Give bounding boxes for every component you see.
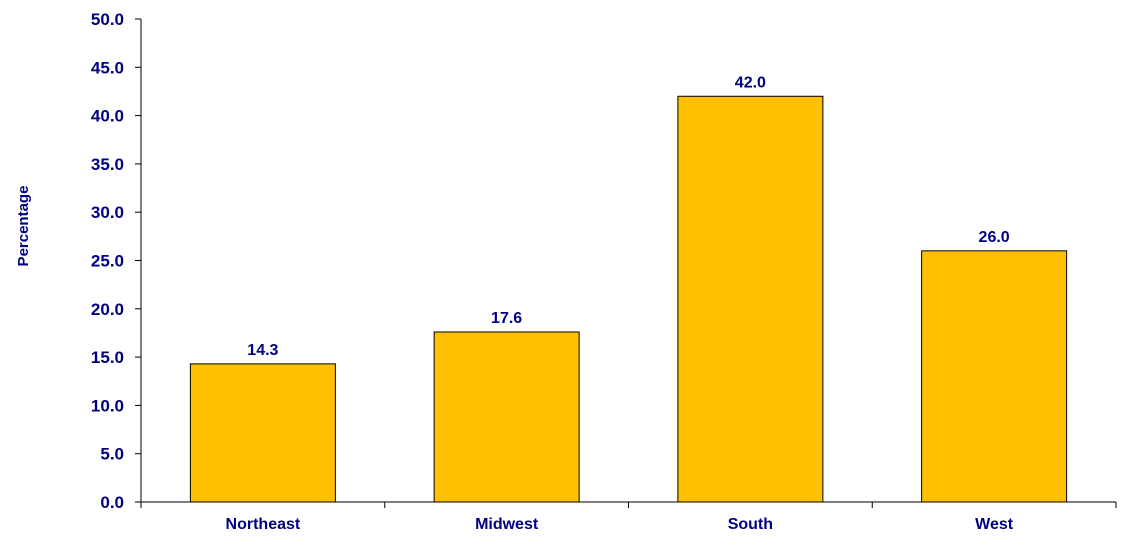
y-tick-label: 20.0	[91, 300, 124, 319]
category-labels: Northeast Midwest South West	[140, 502, 1117, 533]
y-tick-label: 25.0	[91, 252, 124, 271]
bars	[189, 95, 1068, 503]
y-tick-label: 15.0	[91, 348, 124, 367]
y-tick-label: 30.0	[91, 203, 124, 222]
category-label-south: South	[728, 516, 773, 533]
bar-west	[921, 250, 1068, 503]
bar-midwest	[433, 331, 580, 503]
y-axis-title: Percentage	[15, 186, 32, 267]
y-tick-label: 45.0	[91, 58, 124, 77]
bar-northeast	[189, 363, 336, 503]
category-label-northeast: Northeast	[226, 516, 301, 533]
y-axis-title-group: Percentage	[15, 186, 32, 267]
data-label-south: 42.0	[735, 74, 766, 91]
y-tick-label: 50.0	[91, 10, 124, 29]
y-tick-label: 10.0	[91, 396, 124, 415]
data-label-west: 26.0	[979, 229, 1010, 246]
category-label-midwest: Midwest	[475, 516, 539, 533]
data-labels: 14.3 17.6 42.0 26.0	[247, 74, 1009, 359]
data-label-midwest: 17.6	[491, 310, 522, 327]
category-label-west: West	[975, 516, 1014, 533]
y-ticks: 0.0 5.0 10.0 15.0 20.0 25.0 30.0 35.0 40.0 45.0 50…	[91, 10, 141, 512]
y-tick-label: 5.0	[100, 445, 124, 464]
data-label-northeast: 14.3	[247, 342, 278, 359]
y-tick-label: 0.0	[100, 493, 124, 512]
y-tick-label: 40.0	[91, 107, 124, 126]
bar-south	[677, 95, 824, 503]
y-tick-label: 35.0	[91, 155, 124, 174]
